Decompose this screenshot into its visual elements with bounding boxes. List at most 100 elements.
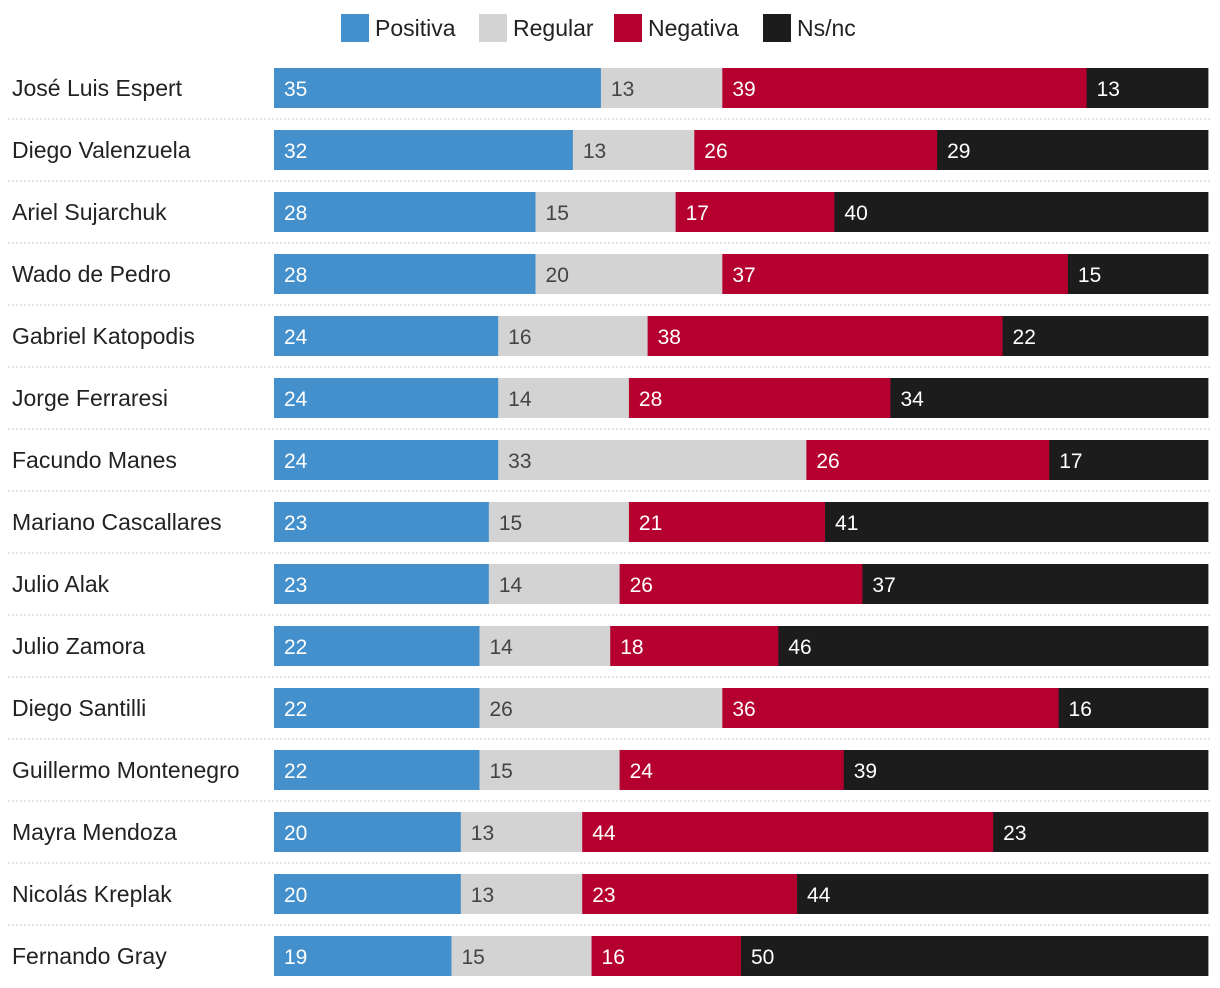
row-label-nicolas-kreplak: Nicolás Kreplak (12, 881, 172, 907)
bar-regular-julio-alak (488, 564, 620, 604)
bar-value-positiva-facundo-manes: 24 (284, 450, 308, 473)
legend-swatch-nsnc (763, 14, 791, 42)
bar-regular-fernando-gray (451, 936, 592, 976)
bar-negativa-diego-santilli (722, 688, 1059, 728)
bar-value-negativa-fernando-gray: 16 (602, 946, 625, 969)
bar-regular-mayra-mendoza (460, 812, 583, 852)
bar-nsnc-mayra-mendoza (993, 812, 1209, 852)
bar-value-positiva-diego-valenzuela: 32 (284, 140, 307, 163)
legend-item-negativa: Negativa (614, 12, 739, 44)
bar-positiva-nicolas-kreplak (274, 874, 462, 914)
bar-value-positiva-julio-zamora: 22 (284, 636, 307, 659)
bar-regular-jose-luis-espert (600, 68, 723, 108)
bar-positiva-gabriel-katopodis (274, 316, 499, 356)
row-label-julio-alak: Julio Alak (12, 571, 110, 597)
bar-value-regular-guillermo-montenegro: 15 (489, 760, 512, 783)
bar-value-nsnc-julio-zamora: 46 (788, 636, 811, 659)
bar-negativa-jose-luis-espert (722, 68, 1087, 108)
bar-value-regular-gabriel-katopodis: 16 (508, 326, 531, 349)
bar-value-nsnc-nicolas-kreplak: 44 (807, 884, 831, 907)
bar-value-regular-wado-de-pedro: 20 (546, 264, 569, 287)
bar-value-positiva-ariel-sujarchuk: 28 (284, 202, 307, 225)
bar-nsnc-diego-santilli (1058, 688, 1209, 728)
bar-negativa-wado-de-pedro (722, 254, 1069, 294)
bar-value-regular-ariel-sujarchuk: 15 (546, 202, 569, 225)
bar-value-nsnc-fernando-gray: 50 (751, 946, 774, 969)
bar-nsnc-julio-zamora (778, 626, 1209, 666)
row-label-julio-zamora: Julio Zamora (12, 633, 145, 659)
bar-value-regular-fernando-gray: 15 (461, 946, 484, 969)
bar-regular-gabriel-katopodis (498, 316, 648, 356)
bar-negativa-fernando-gray (591, 936, 742, 976)
bar-positiva-wado-de-pedro (274, 254, 536, 294)
bar-value-positiva-jorge-ferraresi: 24 (284, 388, 308, 411)
bar-value-negativa-facundo-manes: 26 (816, 450, 839, 473)
bar-regular-facundo-manes (498, 440, 807, 480)
bar-value-nsnc-ariel-sujarchuk: 40 (844, 202, 867, 225)
bar-value-nsnc-jorge-ferraresi: 34 (900, 388, 924, 411)
bar-value-negativa-nicolas-kreplak: 23 (592, 884, 615, 907)
chart-rows: José Luis Espert 35 13 39 13 Diego Valenzuela… (8, 68, 1210, 976)
bar-value-nsnc-mariano-cascallares: 41 (835, 512, 858, 535)
bar-value-negativa-julio-alak: 26 (630, 574, 653, 597)
row-label-jose-luis-espert: José Luis Espert (12, 75, 183, 101)
bar-nsnc-nicolas-kreplak (797, 874, 1209, 914)
bar-negativa-ariel-sujarchuk (675, 192, 835, 232)
bar-value-regular-julio-alak: 14 (499, 574, 523, 597)
legend-item-nsnc: Ns/nc (763, 12, 856, 44)
legend-label-regular: Regular (513, 14, 594, 41)
bar-value-nsnc-gabriel-katopodis: 22 (1013, 326, 1036, 349)
bar-value-regular-facundo-manes: 33 (508, 450, 531, 473)
bar-value-negativa-julio-zamora: 18 (620, 636, 643, 659)
bar-positiva-julio-alak (274, 564, 490, 604)
bar-regular-mariano-cascallares (488, 502, 630, 542)
bar-regular-ariel-sujarchuk (535, 192, 677, 232)
bar-value-positiva-guillermo-montenegro: 22 (284, 760, 307, 783)
bar-value-nsnc-diego-valenzuela: 29 (947, 140, 970, 163)
bar-value-nsnc-guillermo-montenegro: 39 (854, 760, 877, 783)
row-label-fernando-gray: Fernando Gray (12, 943, 167, 969)
bar-value-positiva-jose-luis-espert: 35 (284, 78, 307, 101)
bar-value-regular-diego-valenzuela: 13 (583, 140, 606, 163)
bar-value-regular-jorge-ferraresi: 14 (508, 388, 532, 411)
bar-value-negativa-wado-de-pedro: 37 (732, 264, 755, 287)
bar-nsnc-jorge-ferraresi (890, 378, 1209, 418)
bar-nsnc-guillermo-montenegro (843, 750, 1209, 790)
bar-negativa-mayra-mendoza (582, 812, 994, 852)
bar-value-positiva-mayra-mendoza: 20 (284, 822, 307, 845)
bar-negativa-facundo-manes (806, 440, 1050, 480)
bar-value-negativa-ariel-sujarchuk: 17 (686, 202, 709, 225)
bar-value-nsnc-mayra-mendoza: 23 (1003, 822, 1026, 845)
bar-value-negativa-gabriel-katopodis: 38 (658, 326, 681, 349)
legend-item-regular: Regular (479, 12, 594, 44)
bar-positiva-facundo-manes (274, 440, 499, 480)
bar-nsnc-jose-luis-espert (1086, 68, 1209, 108)
row-label-ariel-sujarchuk: Ariel Sujarchuk (12, 199, 167, 225)
bar-value-negativa-diego-valenzuela: 26 (704, 140, 727, 163)
bar-value-positiva-julio-alak: 23 (284, 574, 307, 597)
bar-negativa-julio-zamora (610, 626, 779, 666)
bar-regular-diego-valenzuela (572, 130, 695, 170)
bar-value-negativa-mayra-mendoza: 44 (592, 822, 616, 845)
bar-value-positiva-fernando-gray: 19 (284, 946, 307, 969)
bar-negativa-nicolas-kreplak (582, 874, 798, 914)
legend-label-nsnc: Ns/nc (797, 14, 856, 41)
bar-positiva-mayra-mendoza (274, 812, 462, 852)
bar-value-negativa-diego-santilli: 36 (732, 698, 755, 721)
bar-nsnc-julio-alak (862, 564, 1209, 604)
bar-value-nsnc-diego-santilli: 16 (1069, 698, 1092, 721)
row-label-mariano-cascallares: Mariano Cascallares (12, 509, 222, 535)
bar-value-nsnc-facundo-manes: 17 (1059, 450, 1082, 473)
bar-value-nsnc-julio-alak: 37 (872, 574, 895, 597)
bar-value-regular-diego-santilli: 26 (489, 698, 512, 721)
bar-value-positiva-nicolas-kreplak: 20 (284, 884, 307, 907)
bar-regular-diego-santilli (479, 688, 723, 728)
row-label-jorge-ferraresi: Jorge Ferraresi (12, 385, 168, 411)
bar-value-regular-mariano-cascallares: 15 (499, 512, 522, 535)
bar-value-nsnc-jose-luis-espert: 13 (1097, 78, 1120, 101)
bar-positiva-ariel-sujarchuk (274, 192, 536, 232)
bar-negativa-gabriel-katopodis (647, 316, 1003, 356)
legend-label-negativa: Negativa (648, 14, 739, 41)
bar-value-regular-julio-zamora: 14 (489, 636, 513, 659)
bar-regular-guillermo-montenegro (479, 750, 620, 790)
